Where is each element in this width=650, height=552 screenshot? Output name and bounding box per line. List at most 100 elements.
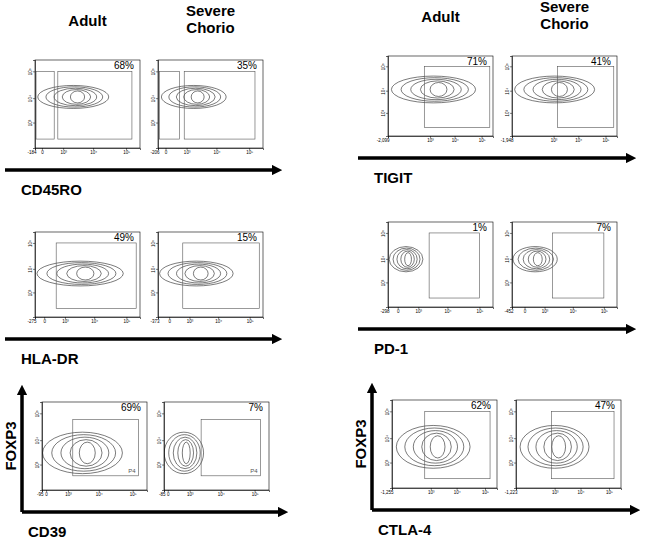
tick: 10⁵ [479,136,486,143]
gate [36,71,54,139]
tick-label: 10⁴ [505,256,510,263]
y-axis: 10³10⁴10⁵ [35,403,43,491]
tick: -452 [504,307,514,314]
tick: 10⁵ [123,148,130,155]
tick-label: 10⁵ [123,150,130,155]
tick-label: 10³ [62,319,69,324]
tick-label: 10⁴ [385,435,390,442]
tick: 0 [43,317,46,324]
axis-line [40,403,43,491]
plot-area [164,419,260,475]
tick-label: 10³ [28,289,33,296]
tick-label: 10⁵ [151,68,156,75]
contour-level [37,261,123,286]
contour-level [413,431,457,464]
tick-mark [40,440,42,441]
tick-mark [33,71,35,72]
contour-level [161,85,226,108]
tick-mark [33,243,35,244]
contour-level [430,436,445,458]
x-arrow [22,510,283,514]
tick: 10⁵ [123,317,130,324]
tick-label: 10⁵ [505,230,510,237]
tick-mark [40,465,42,466]
figure: -184010³10⁴10⁵10³10⁴10⁵68%AdultCD45RO-20… [0,0,650,552]
contour-level [70,91,84,103]
tick: -184 [27,148,37,155]
y-axis: 10³10⁴10⁵ [151,61,159,149]
tick: -298 [380,307,390,314]
tick: 10⁵ [601,307,608,314]
tick: 10⁵ [509,408,517,415]
tick: 10³ [60,148,67,155]
tick: 10⁴ [28,266,36,273]
gate [551,411,614,478]
y-axis: 10³10⁴10⁵ [28,233,36,318]
x-axis-label: CD39 [28,523,66,540]
axis-line [510,223,513,308]
contour-level [533,79,581,99]
tick-label: 10⁴ [35,437,40,444]
tick-label: 10⁴ [151,95,156,102]
contour-level [168,263,227,285]
plot-frame [388,56,493,136]
contour-level [164,432,203,474]
tick: 10⁵ [505,63,513,70]
contour-level [552,436,566,458]
tick-mark [156,71,158,72]
contour-level [515,76,595,103]
tick-label: 10³ [187,319,194,324]
tick-label: 10³ [427,138,434,143]
panel: -373010³10⁴10⁵10³10⁴10⁵15% [150,232,263,324]
y-axis: 10³10⁴10⁵ [151,233,159,318]
contour-level [38,85,109,108]
contour-level [169,87,221,107]
x-axis-label: TIGIT [374,169,412,186]
contour-level [70,440,102,467]
axis-line [33,233,36,318]
column-title: Adult [68,12,106,29]
tick-label: -2,099 [377,138,390,143]
contour-level [544,433,572,460]
contour-level [61,437,109,469]
tick-mark [156,98,158,99]
contour-level [401,78,468,102]
tick: 10⁵ [35,410,43,417]
tick: 10⁵ [381,63,389,70]
tick-label: 10³ [184,150,191,155]
column-title: SevereChorio [186,2,235,36]
tick-mark [514,438,516,439]
tick-label: 10³ [151,289,156,296]
tick-mark [510,66,512,67]
tick-label: 10⁵ [482,490,489,495]
x-axis-label: PD-1 [374,340,408,357]
gate [552,233,604,298]
tick: 10⁵ [246,148,253,155]
axis-line [390,401,393,489]
tick-mark [33,98,35,99]
plot-area [513,233,604,298]
tick-label: 10⁴ [381,88,386,95]
axis-line [386,57,389,137]
tick-label: 10⁴ [96,492,103,497]
tick-mark [510,282,512,283]
panel: -2,09910³10⁴10⁵10³10⁴10⁵71% [377,56,494,143]
panel: P4-95010³10⁴10⁵10³10⁴10⁵69% [35,402,148,497]
tick-label: 0 [45,492,48,497]
tick: 0 [167,490,170,497]
plot-area [389,233,479,298]
contour-level [405,253,412,266]
tick: 10³ [184,148,191,155]
gate [184,71,255,139]
tick: 10⁵ [151,68,159,75]
tick-label: 10³ [552,490,559,495]
tick: 10³ [551,136,558,143]
tick-label: 0 [167,492,170,497]
gate-percent: 7% [597,222,612,233]
tick: 10³ [505,110,513,117]
tick: 10³ [505,279,513,286]
tick-label: 10⁵ [601,309,608,314]
tick-mark [156,243,158,244]
tick-label: 10⁴ [151,266,156,273]
contour-level [518,248,553,270]
